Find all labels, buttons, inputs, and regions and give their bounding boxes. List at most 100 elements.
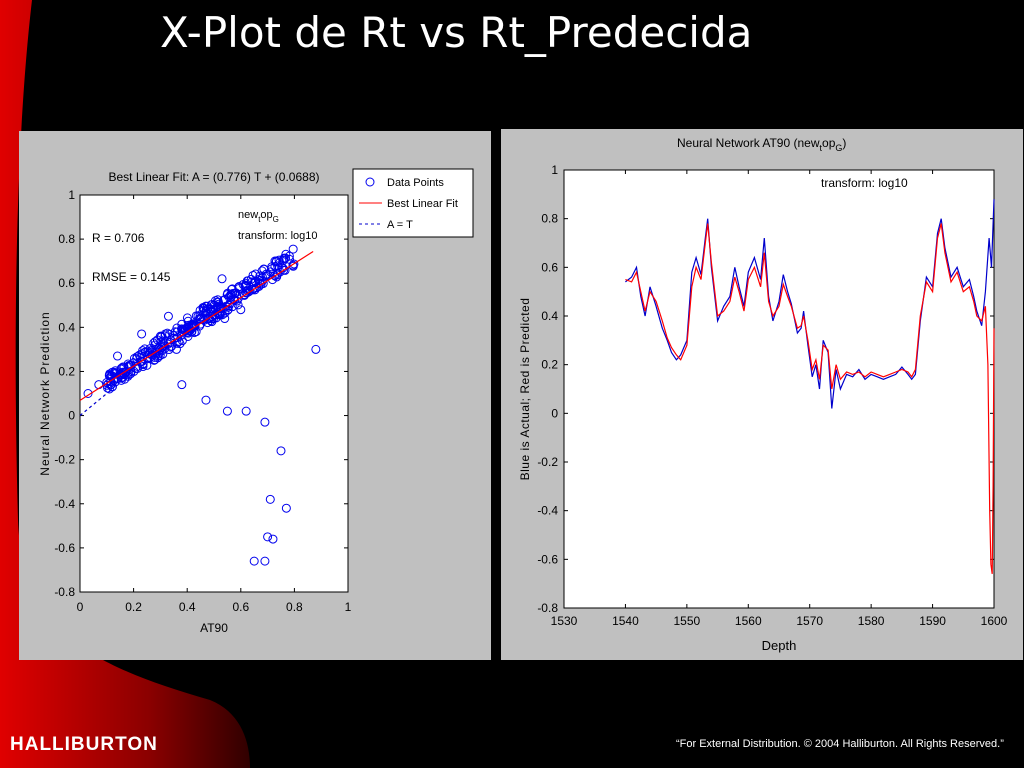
data-point [242, 288, 252, 298]
line-xtick-label: 1550 [674, 614, 701, 628]
data-point [83, 389, 93, 398]
data-point [280, 265, 290, 275]
data-point [248, 270, 258, 280]
data-point [263, 532, 273, 542]
data-point [278, 255, 288, 265]
scatter-xtick-label: 0 [77, 600, 84, 614]
data-point [230, 289, 240, 299]
data-point [288, 244, 298, 254]
data-point [281, 503, 291, 513]
data-point [137, 329, 147, 339]
data-point [241, 406, 251, 416]
scatter-chart: Best Linear Fit: A = (0.776) T + (0.0688… [38, 168, 474, 635]
depth-line-chart: Neural Network AT90 (newtopG) transform: … [518, 136, 1008, 653]
line-ylabel: Blue is Actual; Red is Predicted [518, 298, 532, 481]
data-point [259, 264, 269, 274]
footer-copyright: “For External Distribution. © 2004 Halli… [676, 738, 1004, 750]
depth-panel: Neural Network AT90 (newtopG) transform: … [501, 129, 1023, 660]
data-point [104, 384, 114, 394]
data-point [260, 556, 270, 566]
line-ytick-label: -0.8 [537, 601, 558, 615]
data-point [189, 328, 199, 338]
line-ytick-label: 0.8 [541, 212, 558, 226]
data-point [105, 369, 115, 379]
data-point [239, 290, 249, 300]
data-point [265, 494, 275, 504]
line-ytick-label: -0.6 [537, 552, 558, 566]
scatter-xlabel: AT90 [200, 621, 228, 635]
data-point [263, 270, 273, 280]
data-point [251, 269, 261, 279]
data-point [163, 311, 173, 321]
legend-label-fit: Best Linear Fit [387, 198, 458, 210]
data-point [150, 349, 160, 359]
data-point [236, 305, 246, 315]
scatter-legend: Data Points Best Linear Fit A = T [352, 168, 474, 238]
network-annotation: newtopG [238, 209, 279, 224]
data-point [270, 256, 280, 266]
data-point [129, 366, 139, 376]
halliburton-logo: HALLIBURTON [10, 734, 158, 755]
data-point [226, 290, 236, 300]
line-ytick-label: -0.4 [537, 504, 558, 518]
slide-title: X-Plot de Rt vs Rt_Predecida [160, 8, 753, 57]
data-point [222, 290, 232, 300]
line-xtick-label: 1560 [735, 614, 762, 628]
data-point [245, 286, 255, 296]
data-points-group [83, 244, 321, 566]
data-point [201, 307, 211, 317]
data-point [241, 279, 251, 289]
scatter-ytick-label: 0.8 [58, 232, 75, 246]
line-ytick-label: 0.2 [541, 358, 558, 372]
data-point [201, 395, 211, 405]
scatter-xtick-label: 0.4 [179, 600, 196, 614]
line-xlabel: Depth [762, 638, 797, 653]
legend-marker-points [365, 177, 375, 187]
scatter-panel: Best Linear Fit: A = (0.776) T + (0.0688… [19, 131, 491, 660]
data-point [103, 383, 113, 393]
best-fit-line [79, 250, 314, 401]
data-point [217, 274, 227, 284]
line-ytick-label: -0.2 [537, 455, 558, 469]
scatter-ytick-label: 0.4 [58, 320, 75, 334]
data-point [249, 556, 259, 566]
data-point [227, 285, 237, 295]
data-point [118, 362, 128, 372]
scatter-xtick-label: 1 [345, 600, 352, 614]
red-swoosh-decoration [0, 0, 250, 768]
line-xtick-label: 1540 [612, 614, 639, 628]
scatter-title: Best Linear Fit: A = (0.776) T + (0.0688… [108, 170, 319, 184]
scatter-xtick-label: 0.2 [125, 600, 142, 614]
data-point [268, 534, 278, 544]
scatter-xtick-label: 0.8 [286, 600, 303, 614]
scatter-ytick-label: 0 [68, 409, 75, 423]
data-point [223, 302, 233, 312]
scatter-ylabel: Neural Network Prediction [38, 311, 52, 475]
scatter-ytick-label: 1 [68, 188, 75, 202]
scatter-ytick-label: -0.8 [54, 585, 75, 599]
legend-label-identity: A = T [387, 219, 413, 231]
data-point [233, 300, 243, 310]
line-ytick-label: 1 [551, 163, 558, 177]
data-point [284, 251, 294, 261]
transform-annotation: transform: log10 [238, 230, 317, 242]
data-point [173, 333, 183, 343]
line-xtick-label: 1580 [858, 614, 885, 628]
data-point [177, 380, 187, 390]
data-point [222, 406, 232, 416]
data-point [172, 327, 182, 337]
line-plot-area [563, 169, 995, 609]
data-point [220, 314, 230, 324]
scatter-xtick-label: 0.6 [232, 600, 249, 614]
line-xtick-label: 1600 [981, 614, 1008, 628]
scatter-ytick-label: -0.2 [54, 453, 75, 467]
data-point [150, 340, 160, 350]
data-point [107, 382, 117, 392]
data-point [288, 260, 298, 270]
scatter-ytick-label: -0.6 [54, 541, 75, 555]
predicted-series-line [625, 223, 995, 574]
data-point [199, 315, 209, 325]
line-xtick-label: 1570 [796, 614, 823, 628]
data-point [109, 368, 119, 378]
